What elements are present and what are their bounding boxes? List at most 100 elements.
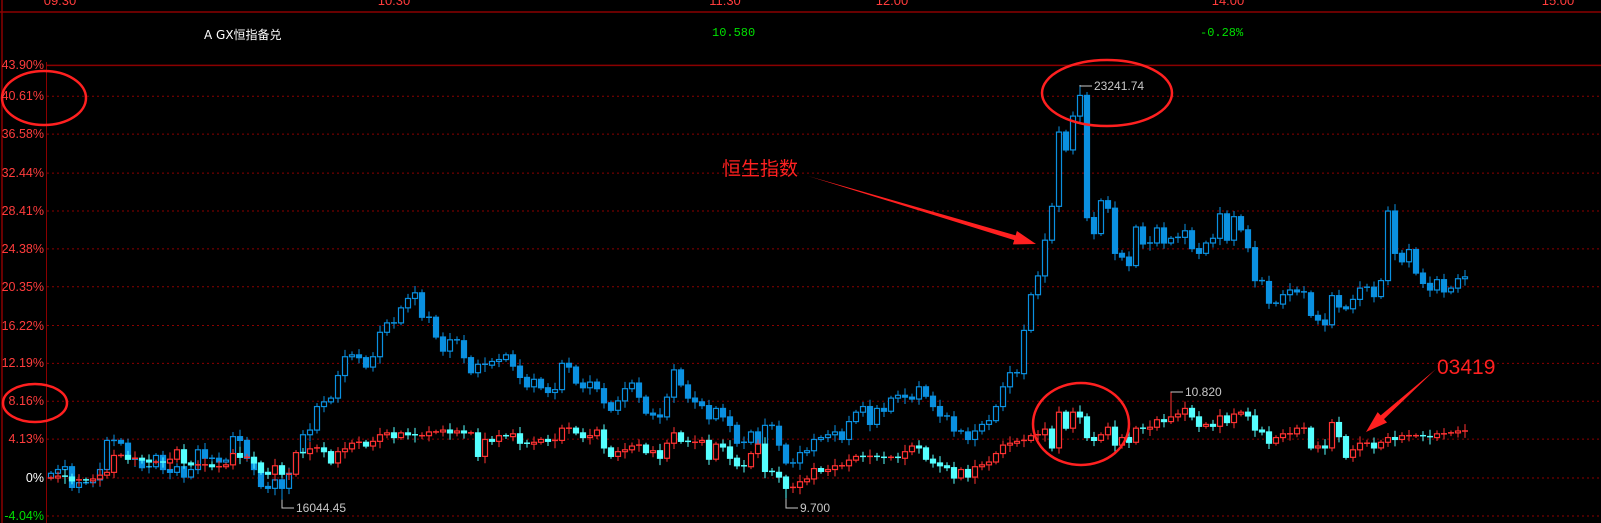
candle-body bbox=[1419, 272, 1427, 285]
candle bbox=[460, 425, 468, 439]
candle bbox=[286, 468, 292, 480]
candle-body bbox=[1188, 230, 1196, 250]
candle-body bbox=[649, 412, 657, 416]
candle-body bbox=[1293, 427, 1301, 435]
annotation-circle-index-high bbox=[1040, 58, 1174, 128]
candle-body bbox=[852, 455, 860, 461]
candle bbox=[278, 476, 286, 500]
candle bbox=[1125, 251, 1133, 272]
candle-body bbox=[1447, 287, 1455, 293]
candle-body bbox=[712, 443, 720, 460]
candle-body bbox=[1062, 131, 1070, 151]
candle bbox=[642, 394, 650, 416]
candle bbox=[306, 441, 314, 461]
candle bbox=[860, 451, 866, 462]
candle bbox=[474, 428, 482, 461]
candle bbox=[264, 481, 272, 493]
candle bbox=[468, 430, 474, 436]
candle-body bbox=[341, 448, 349, 453]
candle-body bbox=[1454, 278, 1462, 289]
candle bbox=[1251, 409, 1259, 437]
candle bbox=[356, 436, 362, 449]
candle bbox=[1048, 202, 1056, 244]
candle bbox=[1454, 274, 1462, 293]
candle-body bbox=[544, 387, 552, 394]
candle-body bbox=[929, 458, 937, 464]
candle-body bbox=[502, 354, 510, 361]
candle-body bbox=[1405, 248, 1413, 263]
candle-body bbox=[782, 444, 790, 464]
candle bbox=[488, 357, 496, 369]
candle bbox=[348, 351, 356, 361]
candle bbox=[433, 429, 439, 435]
candle bbox=[572, 364, 580, 386]
candle-body bbox=[145, 459, 153, 463]
candle bbox=[677, 430, 685, 444]
y-tick-label: 16.22% bbox=[1, 318, 44, 333]
candle-body bbox=[537, 438, 545, 443]
candle bbox=[300, 448, 306, 459]
candle-body bbox=[852, 411, 860, 423]
candle bbox=[1293, 424, 1301, 438]
candle-body bbox=[460, 340, 468, 359]
candle bbox=[1174, 409, 1182, 422]
candle bbox=[1090, 211, 1098, 240]
candle bbox=[1153, 224, 1161, 247]
candle bbox=[1370, 281, 1378, 303]
candle bbox=[558, 424, 566, 444]
candle bbox=[929, 454, 937, 468]
candle bbox=[712, 441, 720, 462]
candle-body bbox=[733, 424, 741, 444]
candle-body bbox=[656, 450, 664, 459]
candle bbox=[1377, 439, 1385, 451]
candle bbox=[411, 285, 419, 306]
candle-body bbox=[1440, 279, 1448, 293]
candle-body bbox=[348, 442, 356, 450]
candle-body bbox=[1461, 276, 1469, 280]
candle bbox=[180, 444, 188, 469]
candle bbox=[153, 459, 159, 465]
candle bbox=[1398, 432, 1406, 443]
candle-body bbox=[901, 394, 909, 398]
candle bbox=[705, 434, 713, 465]
candle bbox=[769, 467, 775, 476]
candle-body bbox=[670, 432, 678, 444]
y-tick-label: 36.58% bbox=[1, 127, 44, 142]
candle bbox=[404, 428, 412, 440]
candle bbox=[852, 409, 860, 424]
candle bbox=[838, 428, 846, 443]
candle bbox=[685, 436, 691, 447]
candle-body bbox=[1195, 416, 1203, 427]
candle bbox=[292, 450, 300, 477]
candle bbox=[111, 434, 117, 447]
index-min-label: 16044.45 bbox=[296, 501, 347, 515]
candle bbox=[929, 391, 937, 412]
candle bbox=[1027, 433, 1035, 443]
candle-body bbox=[1027, 294, 1035, 332]
candle bbox=[537, 437, 545, 445]
candle bbox=[971, 424, 979, 447]
candle bbox=[1462, 424, 1468, 438]
candle-body bbox=[656, 414, 664, 418]
candle bbox=[790, 482, 796, 493]
candle bbox=[1104, 422, 1112, 440]
candle bbox=[698, 398, 706, 410]
candle bbox=[796, 445, 804, 470]
y-tick-label: 28.41% bbox=[1, 203, 44, 218]
candle bbox=[138, 454, 146, 464]
candle-body bbox=[964, 468, 972, 478]
candle bbox=[1328, 292, 1336, 329]
candle bbox=[208, 461, 216, 471]
candle bbox=[572, 425, 580, 436]
stock-min-label: 9.700 bbox=[800, 501, 831, 515]
candle bbox=[1441, 428, 1447, 440]
candle bbox=[250, 451, 258, 469]
candle-body bbox=[1265, 280, 1273, 304]
stock-candles bbox=[48, 391, 1468, 509]
candle-body bbox=[1132, 427, 1140, 443]
candle bbox=[439, 425, 447, 437]
candle-body bbox=[684, 384, 692, 399]
candle bbox=[1307, 290, 1315, 318]
candle bbox=[1202, 422, 1210, 429]
